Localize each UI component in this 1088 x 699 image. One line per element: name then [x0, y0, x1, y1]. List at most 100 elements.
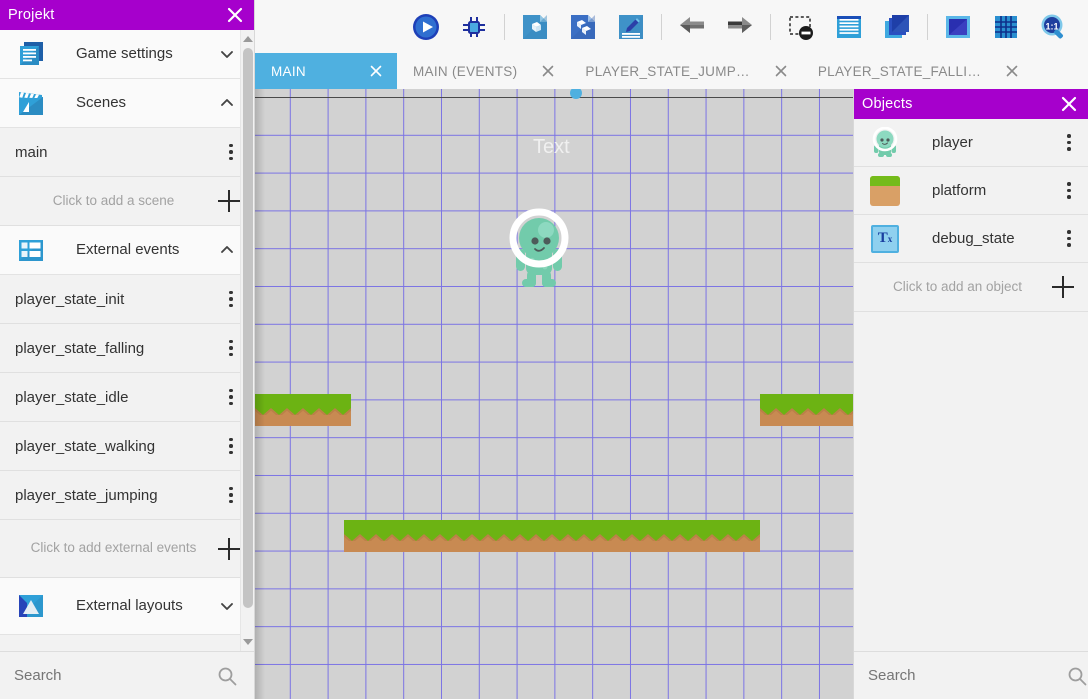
- more-vertical-icon[interactable]: [216, 431, 246, 461]
- scene-item-main[interactable]: main: [0, 128, 254, 177]
- toolbar-separator: [927, 13, 928, 40]
- more-vertical-icon[interactable]: [216, 284, 246, 314]
- scroll-up-arrow-icon[interactable]: [241, 32, 254, 46]
- external-event-item-player_state_init[interactable]: player_state_init: [0, 275, 254, 324]
- platform-instance[interactable]: [792, 394, 824, 426]
- add-scene-button[interactable]: [511, 5, 559, 49]
- object-item-player[interactable]: player: [854, 119, 1088, 167]
- external-event-item-player_state_falling[interactable]: player_state_falling: [0, 324, 254, 373]
- toggle-grid-button[interactable]: [982, 5, 1030, 49]
- platform-instance[interactable]: [287, 394, 319, 426]
- scenes-clapperboard-icon: [14, 88, 48, 118]
- close-icon[interactable]: [367, 62, 385, 80]
- chevron-up-icon[interactable]: [214, 94, 240, 112]
- more-vertical-icon[interactable]: [216, 480, 246, 510]
- platform-instance[interactable]: [568, 520, 600, 552]
- editor-tab-1[interactable]: MAIN (EVENTS): [397, 53, 569, 89]
- objects-search-input[interactable]: [868, 667, 1067, 684]
- platform-instance[interactable]: [472, 520, 504, 552]
- object-label: player: [932, 134, 973, 151]
- close-icon[interactable]: [1058, 93, 1080, 115]
- platform-instance[interactable]: [255, 394, 287, 426]
- platform-instance[interactable]: [344, 520, 376, 552]
- external-event-item-player_state_idle[interactable]: player_state_idle: [0, 373, 254, 422]
- redo-button[interactable]: [716, 5, 764, 49]
- project-panel-scrollbar[interactable]: [240, 30, 254, 651]
- chevron-up-icon[interactable]: [214, 241, 240, 259]
- project-group-scenes[interactable]: Scenes: [0, 79, 254, 128]
- platform-instance[interactable]: [440, 520, 472, 552]
- project-search-input[interactable]: [14, 667, 214, 684]
- close-icon[interactable]: [1003, 62, 1021, 80]
- toggle-mask-button[interactable]: [934, 5, 982, 49]
- zoom-level-label: 1:1: [1045, 21, 1058, 31]
- platform-instance[interactable]: [376, 520, 408, 552]
- platform-instance[interactable]: [696, 520, 728, 552]
- external-event-item-player_state_jumping[interactable]: player_state_jumping: [0, 471, 254, 520]
- add-object-row[interactable]: Click to add an object: [854, 263, 1088, 312]
- scrollbar-thumb[interactable]: [243, 48, 253, 608]
- add-external-layout-button[interactable]: [559, 5, 607, 49]
- plus-icon[interactable]: [216, 536, 242, 562]
- more-vertical-icon[interactable]: [1054, 176, 1084, 206]
- more-vertical-icon[interactable]: [216, 137, 246, 167]
- add-external-events-row[interactable]: Click to add external events: [0, 520, 254, 578]
- chevron-down-icon[interactable]: [214, 45, 240, 63]
- no-selection-button[interactable]: [777, 5, 825, 49]
- object-item-platform[interactable]: platform: [854, 167, 1088, 215]
- debug-preview-button[interactable]: [450, 5, 498, 49]
- platform-tile-thumb: [868, 174, 902, 208]
- project-tree-scroll[interactable]: Game settings Scenes main Click to add a sc…: [0, 30, 254, 651]
- tab-label: PLAYER_STATE_JUMP…: [585, 63, 750, 79]
- add-scene-row[interactable]: Click to add a scene: [0, 177, 254, 226]
- undo-button[interactable]: [668, 5, 716, 49]
- platform-instance[interactable]: [632, 520, 664, 552]
- toggle-layers-button[interactable]: [873, 5, 921, 49]
- close-icon[interactable]: [772, 62, 790, 80]
- project-search-bar[interactable]: [0, 651, 254, 699]
- project-group-external-layouts[interactable]: External layouts: [0, 578, 254, 635]
- add-label: Click to add a scene: [52, 192, 175, 208]
- platform-instance[interactable]: [760, 394, 792, 426]
- project-group-game-settings[interactable]: Game settings: [0, 30, 254, 79]
- more-vertical-icon[interactable]: [1054, 128, 1084, 158]
- plus-icon[interactable]: [1050, 274, 1076, 300]
- platform-instance[interactable]: [504, 520, 536, 552]
- more-vertical-icon[interactable]: [216, 382, 246, 412]
- item-label: player_state_idle: [15, 388, 129, 406]
- editor-tab-0[interactable]: MAIN: [255, 53, 397, 89]
- scene-resize-handle[interactable]: [570, 89, 582, 99]
- open-events-editor-button[interactable]: [607, 5, 655, 49]
- chevron-down-icon[interactable]: [214, 597, 240, 615]
- text-object-instance[interactable]: Text: [533, 136, 570, 158]
- player-sprite-instance[interactable]: [508, 199, 570, 300]
- more-vertical-icon[interactable]: [1054, 224, 1084, 254]
- external-event-item-player_state_walking[interactable]: player_state_walking: [0, 422, 254, 471]
- editor-tab-2[interactable]: PLAYER_STATE_JUMP…: [569, 53, 801, 89]
- platform-instance[interactable]: [600, 520, 632, 552]
- plus-icon[interactable]: [216, 188, 242, 214]
- objects-search-bar[interactable]: [854, 651, 1088, 699]
- platform-instance[interactable]: [319, 394, 351, 426]
- close-icon[interactable]: [224, 4, 246, 26]
- preview-play-button[interactable]: [402, 5, 450, 49]
- toggle-properties-button[interactable]: [825, 5, 873, 49]
- more-vertical-icon[interactable]: [216, 333, 246, 363]
- platform-instance[interactable]: [824, 394, 856, 426]
- scroll-down-arrow-icon[interactable]: [241, 635, 254, 649]
- project-group-external-events[interactable]: External events: [0, 226, 254, 275]
- item-label: player_state_jumping: [15, 486, 158, 504]
- editor-tab-3[interactable]: PLAYER_STATE_FALLI…: [802, 53, 1033, 89]
- search-icon[interactable]: [214, 666, 240, 686]
- platform-instance[interactable]: [728, 520, 760, 552]
- platform-instance[interactable]: [408, 520, 440, 552]
- toolbar-separator: [770, 13, 771, 40]
- tab-label: MAIN (EVENTS): [413, 63, 518, 79]
- search-icon[interactable]: [1067, 666, 1087, 686]
- project-panel-title-bar: Projekt: [0, 0, 254, 30]
- platform-instance[interactable]: [536, 520, 568, 552]
- platform-instance[interactable]: [664, 520, 696, 552]
- zoom-reset-button[interactable]: 1:1: [1030, 5, 1078, 49]
- close-icon[interactable]: [539, 62, 557, 80]
